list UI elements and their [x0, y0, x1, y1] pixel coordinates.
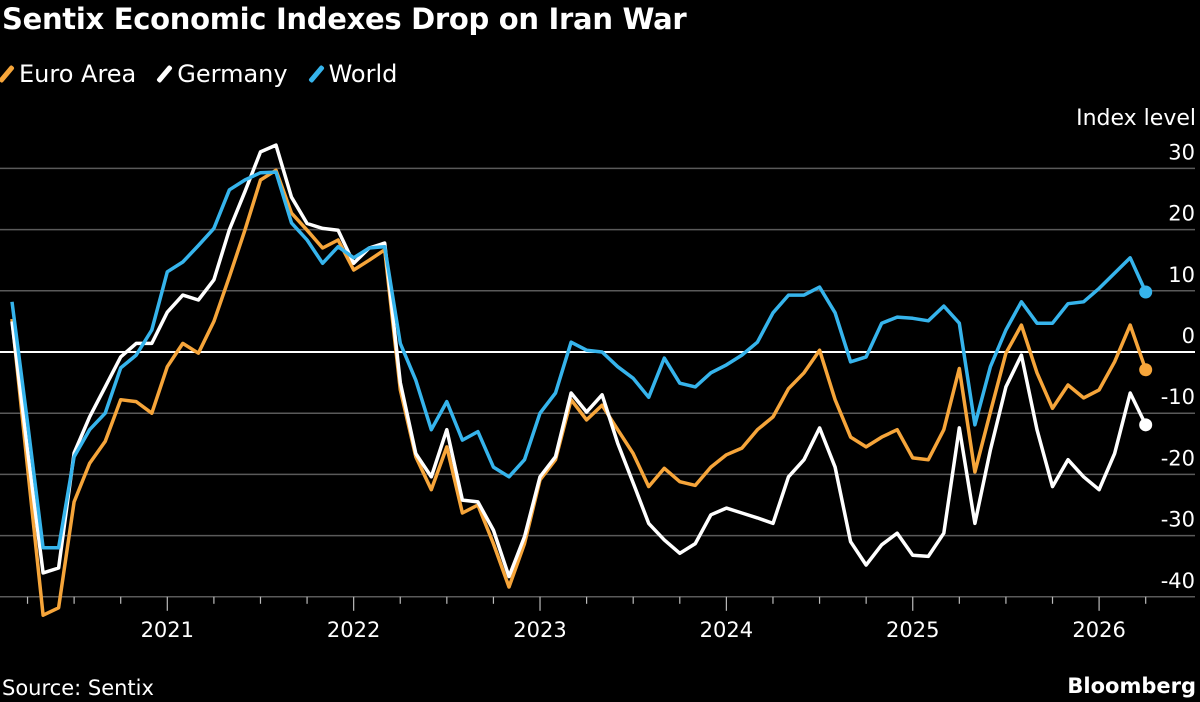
y-tick-label: 10 — [1168, 263, 1195, 287]
y-tick-label: 20 — [1168, 202, 1195, 226]
x-tick-label: 2025 — [886, 618, 939, 642]
series-line-germany — [10, 143, 1148, 579]
legend-label: World — [328, 60, 398, 88]
bloomberg-logo: Bloomberg — [1067, 674, 1196, 698]
legend-label: Germany — [177, 60, 288, 88]
series-line-euro-area — [10, 168, 1148, 617]
legend-item-world: World — [307, 60, 398, 88]
end-marker-euro-area — [1139, 363, 1153, 377]
legend: Euro Area Germany World — [0, 60, 398, 88]
y-tick-label: -20 — [1161, 446, 1195, 470]
end-marker-world — [1139, 285, 1153, 299]
y-tick-label: -10 — [1161, 385, 1195, 409]
y-axis-label: Index level — [1076, 106, 1196, 131]
y-tick-label: -40 — [1161, 569, 1195, 593]
source-note: Source: Sentix — [2, 676, 154, 700]
x-tick-label: 2022 — [327, 618, 380, 642]
legend-item-germany: Germany — [156, 60, 288, 88]
chart-title: Sentix Economic Indexes Drop on Iran War — [2, 2, 687, 36]
y-tick-label: -30 — [1161, 508, 1195, 532]
x-tick-label: 2021 — [141, 618, 194, 642]
series-line-world — [10, 170, 1148, 550]
legend-label: Euro Area — [19, 60, 137, 88]
y-tick-label: 0 — [1182, 324, 1195, 348]
x-tick-label: 2026 — [1072, 618, 1125, 642]
x-tick-label: 2024 — [700, 618, 753, 642]
y-tick-label: 30 — [1168, 140, 1195, 164]
x-tick-label: 2023 — [513, 618, 566, 642]
legend-item-euro-area: Euro Area — [0, 60, 137, 88]
end-marker-germany — [1139, 418, 1153, 432]
